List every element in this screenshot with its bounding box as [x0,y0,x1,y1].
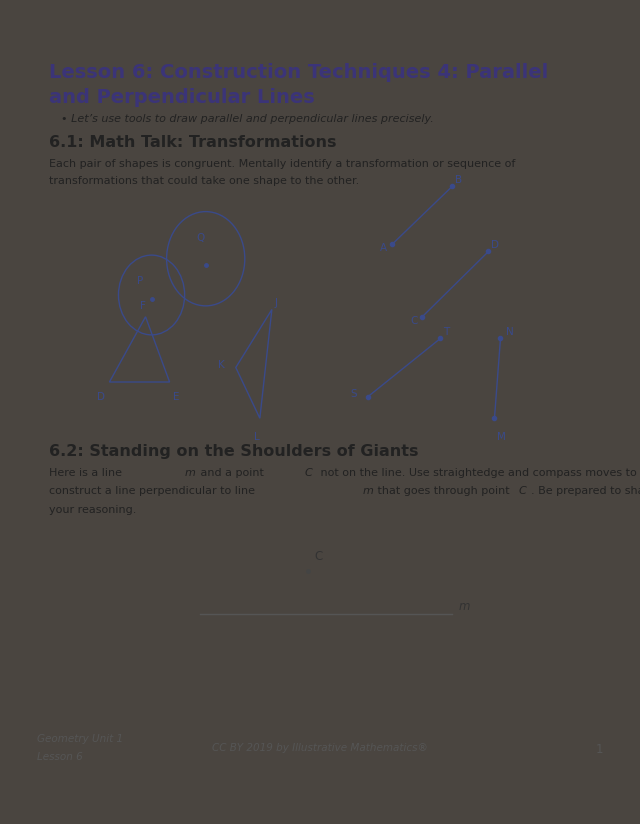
Text: N: N [506,327,515,337]
Text: M: M [497,432,506,442]
Text: Each pair of shapes is congruent. Mentally identify a transformation or sequence: Each pair of shapes is congruent. Mental… [49,159,516,169]
Text: A: A [380,243,387,254]
Text: J: J [275,297,278,308]
Text: that goes through point: that goes through point [374,486,513,496]
Text: L: L [254,432,260,442]
Text: C: C [305,467,313,478]
Text: F: F [140,302,145,311]
Text: 6.2: Standing on the Shoulders of Giants: 6.2: Standing on the Shoulders of Giants [49,443,419,459]
Text: C: C [314,550,322,563]
Text: 1: 1 [595,743,603,756]
Text: your reasoning.: your reasoning. [49,505,137,515]
Text: CC BY 2019 by Illustrative Mathematics®: CC BY 2019 by Illustrative Mathematics® [212,743,428,753]
Text: B: B [455,175,463,185]
Text: 6.1: Math Talk: Transformations: 6.1: Math Talk: Transformations [49,135,337,151]
Text: D: D [97,392,106,402]
Text: T: T [444,327,449,337]
Text: C: C [518,486,526,496]
Text: Q: Q [196,232,205,242]
Text: P: P [136,276,143,286]
Text: • Let’s use tools to draw parallel and perpendicular lines precisely.: • Let’s use tools to draw parallel and p… [61,114,434,124]
Text: Lesson 6: Construction Techniques 4: Parallel: Lesson 6: Construction Techniques 4: Par… [49,63,548,82]
Text: not on the line. Use straightedge and compass moves to: not on the line. Use straightedge and co… [317,467,637,478]
Text: K: K [218,359,225,369]
Text: m: m [184,467,195,478]
Text: Geometry Unit 1: Geometry Unit 1 [37,733,124,744]
Text: E: E [173,392,179,402]
Text: and Perpendicular Lines: and Perpendicular Lines [49,88,315,107]
Text: S: S [350,388,356,399]
Text: and a point: and a point [196,467,267,478]
Text: D: D [492,240,499,250]
Text: transformations that could take one shape to the other.: transformations that could take one shap… [49,176,360,186]
Text: Lesson 6: Lesson 6 [37,751,83,762]
Text: m: m [458,601,470,613]
Text: C: C [410,316,418,326]
Text: Here is a line: Here is a line [49,467,126,478]
Text: construct a line perpendicular to line: construct a line perpendicular to line [49,486,259,496]
Text: . Be prepared to share: . Be prepared to share [531,486,640,496]
Text: m: m [362,486,373,496]
